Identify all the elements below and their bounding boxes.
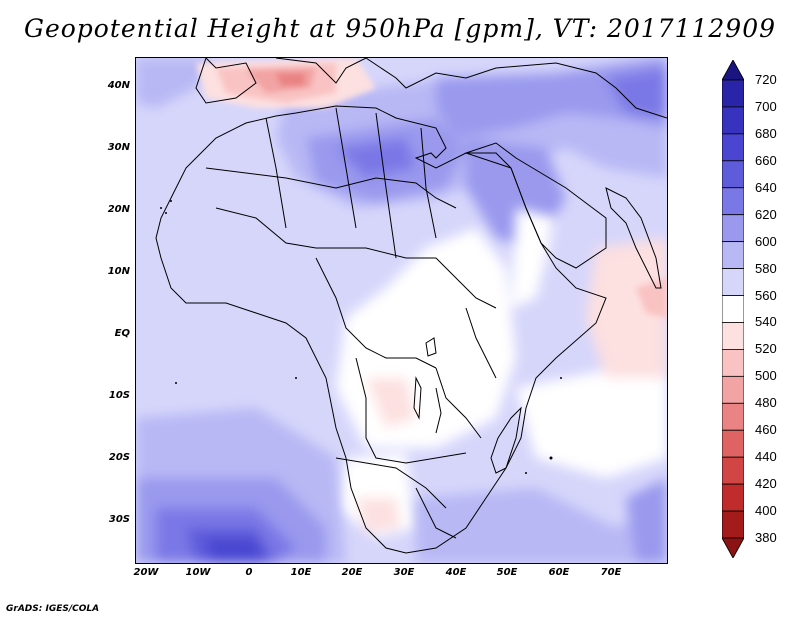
colorbar-box xyxy=(722,160,744,189)
colorbar-bottom-arrow xyxy=(722,537,744,558)
colorbar-label: 400 xyxy=(755,503,777,519)
lat-label-20s: 20S xyxy=(108,452,130,463)
colorbar-label: 440 xyxy=(755,449,777,465)
colorbar-label: 620 xyxy=(755,206,777,222)
lat-label-20n: 20N xyxy=(107,204,130,215)
colorbar-label: 560 xyxy=(755,287,777,303)
islands xyxy=(160,200,562,474)
colorbar-box xyxy=(722,402,744,431)
colorbar-label: 700 xyxy=(755,98,777,114)
lat-label-30s: 30S xyxy=(108,514,130,525)
colorbar-label: 540 xyxy=(755,314,777,330)
colorbar-label: 500 xyxy=(755,368,777,384)
colorbar-box xyxy=(722,79,744,108)
field-high-south xyxy=(136,408,667,563)
colorbar-box xyxy=(722,214,744,243)
colorbar-label: 580 xyxy=(755,260,777,276)
colorbar-label: 660 xyxy=(755,152,777,168)
lon-label-0: 0 xyxy=(245,567,253,578)
colorbar-label: 680 xyxy=(755,125,777,141)
colorbar-box xyxy=(722,456,744,485)
coastlines xyxy=(155,58,667,554)
colorbar-label: 600 xyxy=(755,233,777,249)
colorbar-box xyxy=(722,510,744,539)
map-title: Geopotential Height at 950hPa [gpm], VT:… xyxy=(23,14,777,43)
field-low-interior xyxy=(336,208,667,538)
map-canvas xyxy=(136,58,667,563)
colorbar-label: 380 xyxy=(755,530,777,545)
colorbar-box xyxy=(722,375,744,404)
colorbar-label: 480 xyxy=(755,395,777,411)
colorbar-box xyxy=(722,483,744,512)
field-low-mediterranean xyxy=(196,58,667,318)
credit-text: GrADS: IGES/COLA xyxy=(6,604,100,614)
lon-label-10e: 10E xyxy=(290,567,312,578)
lat-label-30n: 30N xyxy=(107,142,130,153)
lon-label-10w: 10W xyxy=(185,567,211,578)
colorbar-top-arrow xyxy=(722,60,744,81)
colorbar-box xyxy=(722,268,744,296)
colorbar-box xyxy=(722,429,744,458)
colorbar-box xyxy=(722,241,744,269)
colorbar-label: 720 xyxy=(755,72,777,87)
map-panel xyxy=(135,57,668,564)
lon-label-60e: 60E xyxy=(548,567,570,578)
lon-label-20e: 20E xyxy=(341,567,363,578)
colorbar-box xyxy=(722,349,744,377)
lon-label-20w: 20W xyxy=(133,567,159,578)
lon-label-50e: 50E xyxy=(496,567,518,578)
colorbar-label: 520 xyxy=(755,341,777,357)
colorbar-box xyxy=(722,322,744,350)
colorbar xyxy=(722,60,744,558)
lon-label-70e: 70E xyxy=(600,567,622,578)
colorbar-box xyxy=(722,295,744,323)
colorbar-box xyxy=(722,187,744,216)
lon-label-30e: 30E xyxy=(393,567,415,578)
lon-label-40e: 40E xyxy=(445,567,467,578)
colorbar-box xyxy=(722,133,744,162)
colorbar-label: 640 xyxy=(755,179,777,195)
colorbar-label: 420 xyxy=(755,476,777,492)
lat-label-10s: 10S xyxy=(108,390,130,401)
colorbar-box xyxy=(722,106,744,135)
colorbar-label: 460 xyxy=(755,422,777,438)
lat-label-eq: EQ xyxy=(114,328,130,339)
lat-label-10n: 10N xyxy=(107,266,130,277)
lat-label-40n: 40N xyxy=(107,80,130,91)
